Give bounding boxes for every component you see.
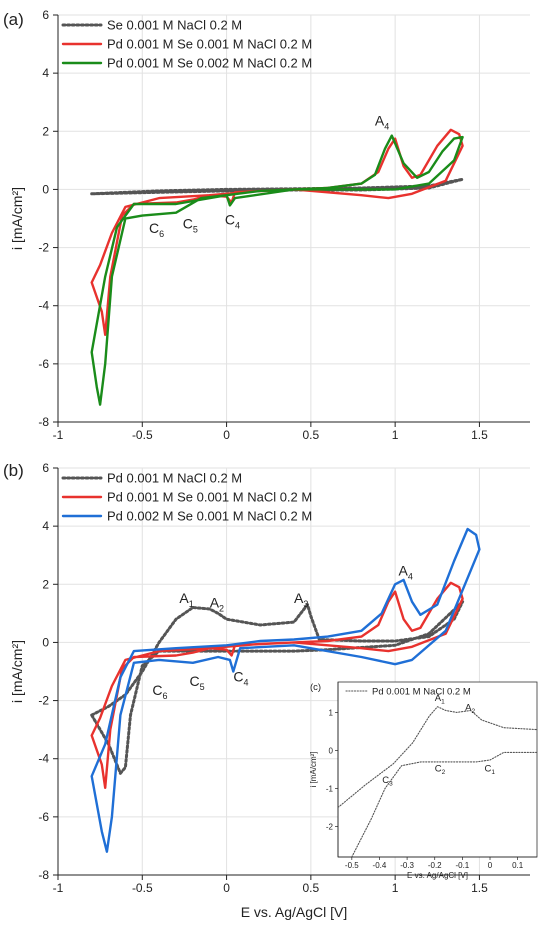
peak-annotation: C3 [382,775,393,788]
peak-annotation: C4 [233,669,248,688]
chart-b: -1 -0.5 0 0.5 1 1.5 -8 -6 -4 -2 0 2 4 6 i [mA/cm²] E vs… [9,461,530,920]
x-tick-label: -0.2 [428,861,442,870]
peak-annotation: C1 [484,763,495,776]
panel-a-label: (a) [3,10,24,29]
y-tick-label: -8 [38,415,49,429]
x-tick-label: -0.5 [345,861,359,870]
y-axis-label: i [mA/cm²] [9,187,25,250]
peak-annotation: A1 [179,590,193,609]
series-line-a-3 [90,134,464,406]
x-tick-label: 0 [223,881,230,895]
peak-annotation: C5 [189,673,204,692]
peak-annotation: C6 [152,682,167,701]
y-tick-label: -4 [38,299,49,313]
inset-frame [337,681,538,858]
peak-annotation: A4 [399,563,413,582]
x-tick-label: 0 [223,428,230,442]
y-tick-label: -2 [38,694,49,708]
peak-annotation: C6 [149,220,164,239]
legend-label: Pd 0.002 M Se 0.001 M NaCl 0.2 M [107,509,312,524]
series-line-b-3 [90,527,481,853]
x-tick-label: -1 [53,881,64,895]
y-tick-label: 0 [42,635,49,649]
y-tick-label: 4 [42,519,49,533]
peak-annotation: A2 [465,703,475,716]
y-tick-label: -2 [326,823,334,832]
x-tick-label: 1 [392,881,399,895]
peak-annotation: C5 [183,216,198,235]
series-line-a-2 [90,128,464,336]
y-tick-label: 4 [42,66,49,80]
y-tick-label: -1 [326,785,334,794]
y-tick-label: -2 [38,241,49,255]
series-line-a-1 [90,177,465,196]
x-tick-label: -0.1 [455,861,469,870]
x-tick-label: -0.5 [132,881,153,895]
x-axis-label: E vs. Ag/AgCl [V] [241,904,348,920]
x-tick-label: 1 [392,428,399,442]
chart-c-inset: -0.5 -0.4 -0.3 -0.2 -0.1 0 0.1 -2 -1 0 1 i [mA/cm²]… [309,681,538,880]
x-tick-label: 0.5 [303,428,320,442]
x-tick-label: -0.3 [400,861,414,870]
y-tick-label: 6 [42,8,49,22]
x-tick-label: 0.5 [303,881,320,895]
peak-annotation: A1 [435,693,445,706]
legend-label: Se 0.001 M NaCl 0.2 M [107,18,242,33]
x-axis-label: E vs. Ag/AgCl [V] [407,871,468,880]
peak-annotation: C4 [225,211,240,230]
peak-annotation: A4 [375,112,389,131]
x-tick-label: 1.5 [471,881,488,895]
y-tick-label: 6 [42,461,49,475]
x-tick-label: 0 [488,861,493,870]
legend-label: Pd 0.001 M Se 0.001 M NaCl 0.2 M [107,490,312,505]
x-tick-label: -1 [53,428,64,442]
series-line-c-2 [351,751,537,857]
y-axis-label: i [mA/cm²] [309,752,318,788]
series-line-c-1 [338,706,537,809]
y-tick-label: 0 [42,182,49,196]
legend-label: Pd 0.001 M Se 0.001 M NaCl 0.2 M [107,37,312,52]
y-tick-label: -4 [38,752,49,766]
series-line-b-2 [90,581,464,789]
y-tick-label: 2 [42,124,49,138]
legend-label: Pd 0.001 M Se 0.002 M NaCl 0.2 M [107,56,312,71]
y-tick-label: -8 [38,868,49,882]
chart-a: -1 -0.5 0 0.5 1 1.5 -8 -6 -4 -2 0 2 4 6 i [mA/cm²] Se 0… [9,8,530,442]
legend-label: Pd 0.001 M NaCl 0.2 M [372,687,471,698]
y-tick-label: -6 [38,357,49,371]
x-tick-label: -0.5 [132,428,153,442]
x-tick-label: 1.5 [471,428,488,442]
x-tick-label: 0.1 [512,861,524,870]
inset-panel-label: (c) [310,682,321,693]
panel-b-label: (b) [3,461,24,480]
series-line-b-1 [90,600,465,775]
peak-annotation: C2 [435,763,446,776]
y-tick-label: 0 [329,746,334,755]
y-tick-label: 1 [329,708,334,717]
x-tick-label: -0.4 [373,861,387,870]
y-tick-label: 2 [42,577,49,591]
y-tick-label: -6 [38,810,49,824]
y-axis-label: i [mA/cm²] [9,640,25,703]
peak-annotation: A3 [294,590,308,609]
legend-label: Pd 0.001 M NaCl 0.2 M [107,471,242,486]
